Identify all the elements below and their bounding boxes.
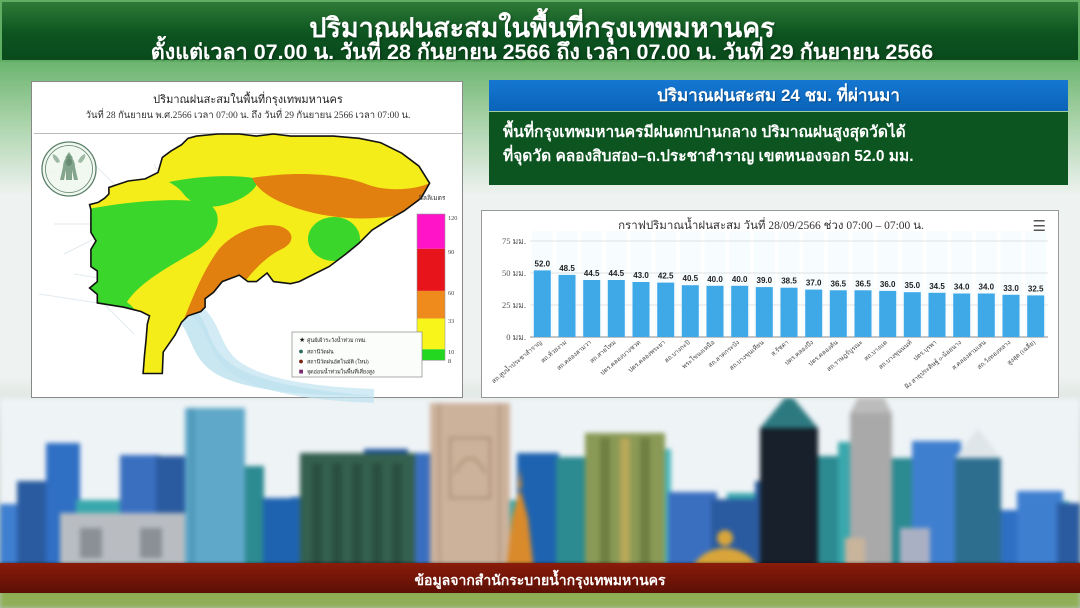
svg-text:36.5: 36.5 bbox=[831, 279, 847, 288]
svg-text:75 มม.: 75 มม. bbox=[502, 236, 526, 246]
svg-text:50 มม.: 50 มม. bbox=[502, 268, 526, 278]
svg-text:34.0: 34.0 bbox=[954, 283, 970, 292]
svg-text:40.5: 40.5 bbox=[683, 274, 699, 283]
svg-text:36.0: 36.0 bbox=[880, 280, 896, 289]
svg-text:32.5: 32.5 bbox=[1028, 284, 1044, 293]
svg-text:42.5: 42.5 bbox=[658, 272, 674, 281]
svg-text:38.5: 38.5 bbox=[781, 277, 797, 286]
svg-text:34.5: 34.5 bbox=[929, 282, 945, 291]
svg-text:0 มม.: 0 มม. bbox=[506, 332, 526, 342]
svg-text:ศูนย์เฝ้าระวังน้ำท่วม กทม.: ศูนย์เฝ้าระวังน้ำท่วม กทม. bbox=[307, 336, 367, 344]
svg-text:90: 90 bbox=[448, 249, 454, 256]
svg-text:ส.รัชดา: ส.รัชดา bbox=[770, 339, 790, 358]
svg-text:60: 60 bbox=[448, 290, 454, 297]
svg-text:44.5: 44.5 bbox=[609, 269, 625, 278]
svg-text:36.5: 36.5 bbox=[855, 279, 871, 288]
svg-text:37.0: 37.0 bbox=[806, 279, 822, 288]
svg-text:120: 120 bbox=[448, 215, 457, 222]
svg-text:44.5: 44.5 bbox=[584, 269, 600, 278]
svg-text:48.5: 48.5 bbox=[559, 264, 575, 273]
svg-text:39.0: 39.0 bbox=[757, 276, 773, 285]
svg-text:43.0: 43.0 bbox=[633, 271, 649, 280]
svg-text:สถ.สูบน้ำประชาสำราญ: สถ.สูบน้ำประชาสำราญ bbox=[489, 338, 543, 385]
svg-text:25 มม.: 25 มม. bbox=[502, 300, 526, 310]
svg-text:40.0: 40.0 bbox=[707, 275, 723, 284]
svg-text:★: ★ bbox=[299, 336, 305, 344]
svg-text:10: 10 bbox=[448, 349, 454, 356]
svg-text:33.0: 33.0 bbox=[1003, 284, 1019, 293]
svg-text:34.0: 34.0 bbox=[979, 283, 995, 292]
svg-text:มิลลิเมตร: มิลลิเมตร bbox=[419, 194, 446, 202]
svg-text:33: 33 bbox=[448, 318, 454, 325]
svg-text:จุดอ่อนน้ำท่วมในพื้นที่เสี่ยงส: จุดอ่อนน้ำท่วมในพื้นที่เสี่ยงสูง bbox=[307, 367, 375, 375]
svg-text:8: 8 bbox=[448, 358, 451, 365]
svg-text:สถานีวัดฝน: สถานีวัดฝน bbox=[307, 348, 334, 355]
svg-text:35.0: 35.0 bbox=[905, 281, 921, 290]
svg-text:สถานีวัดฝนอัตโนมัติ (ใหม่): สถานีวัดฝนอัตโนมัติ (ใหม่) bbox=[307, 357, 369, 365]
svg-text:52.0: 52.0 bbox=[535, 259, 551, 268]
svg-text:40.0: 40.0 bbox=[732, 275, 748, 284]
